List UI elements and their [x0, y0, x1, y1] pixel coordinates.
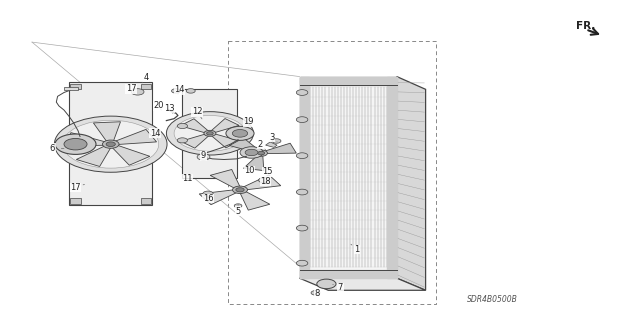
Text: 11: 11	[182, 174, 192, 183]
Bar	[70, 198, 81, 204]
Polygon shape	[243, 155, 264, 171]
Circle shape	[317, 279, 336, 289]
Circle shape	[177, 123, 188, 129]
Polygon shape	[182, 89, 237, 178]
Circle shape	[234, 204, 242, 208]
Bar	[141, 198, 151, 204]
Circle shape	[296, 189, 308, 195]
Circle shape	[174, 115, 246, 151]
Circle shape	[64, 138, 87, 150]
Polygon shape	[65, 133, 107, 146]
Circle shape	[55, 134, 96, 154]
Circle shape	[203, 191, 213, 196]
Text: 20: 20	[154, 101, 164, 110]
Circle shape	[255, 150, 268, 156]
Text: SDR4B0500B: SDR4B0500B	[467, 295, 518, 304]
Text: 10: 10	[244, 166, 255, 175]
Polygon shape	[180, 134, 209, 148]
Polygon shape	[180, 119, 209, 133]
Text: 7: 7	[338, 283, 343, 292]
Text: 9: 9	[201, 151, 206, 160]
Circle shape	[54, 116, 167, 172]
Text: 5: 5	[236, 207, 241, 216]
Text: 14: 14	[174, 85, 184, 94]
Circle shape	[296, 260, 308, 266]
Bar	[141, 84, 151, 89]
Polygon shape	[240, 191, 270, 210]
Polygon shape	[111, 145, 150, 165]
Text: 14: 14	[150, 129, 160, 138]
Bar	[70, 84, 81, 89]
Circle shape	[226, 126, 254, 140]
Circle shape	[177, 138, 188, 143]
Text: 4: 4	[143, 73, 148, 82]
Polygon shape	[397, 77, 426, 290]
Polygon shape	[300, 77, 397, 85]
Polygon shape	[264, 143, 296, 154]
Circle shape	[207, 132, 213, 135]
Polygon shape	[211, 134, 239, 148]
Text: FR.: FR.	[576, 21, 595, 31]
Circle shape	[296, 117, 308, 122]
Polygon shape	[115, 130, 157, 145]
Circle shape	[186, 89, 195, 93]
Circle shape	[106, 142, 115, 146]
Text: 15: 15	[262, 167, 273, 176]
Polygon shape	[300, 278, 426, 290]
Circle shape	[204, 130, 216, 136]
Text: 8: 8	[315, 289, 320, 298]
Polygon shape	[243, 175, 281, 190]
Circle shape	[296, 225, 308, 231]
Circle shape	[166, 112, 253, 155]
Circle shape	[236, 188, 244, 192]
Polygon shape	[229, 138, 260, 152]
Circle shape	[258, 152, 265, 155]
Polygon shape	[93, 122, 120, 142]
Circle shape	[63, 120, 159, 168]
Circle shape	[311, 291, 320, 295]
Polygon shape	[210, 169, 240, 188]
Bar	[64, 87, 78, 90]
Circle shape	[296, 90, 308, 95]
Text: 3: 3	[269, 133, 275, 142]
Circle shape	[131, 89, 144, 95]
Circle shape	[272, 139, 281, 143]
Circle shape	[102, 140, 119, 148]
Text: 17: 17	[70, 183, 81, 192]
Polygon shape	[387, 77, 397, 278]
Polygon shape	[266, 142, 277, 147]
Polygon shape	[300, 270, 397, 278]
Text: 2: 2	[258, 140, 263, 149]
Text: 16: 16	[203, 194, 213, 203]
Polygon shape	[61, 142, 76, 146]
Polygon shape	[211, 119, 239, 133]
Circle shape	[172, 89, 180, 93]
Circle shape	[245, 149, 258, 156]
Polygon shape	[199, 190, 237, 205]
Text: 12: 12	[192, 107, 202, 116]
Text: 1: 1	[355, 245, 360, 254]
Circle shape	[232, 186, 248, 194]
Text: 13: 13	[164, 104, 175, 113]
Circle shape	[232, 130, 248, 137]
Circle shape	[296, 153, 308, 159]
Polygon shape	[300, 77, 309, 278]
Text: 18: 18	[260, 177, 271, 186]
Polygon shape	[300, 77, 397, 278]
Text: 17: 17	[126, 84, 136, 93]
Polygon shape	[76, 145, 111, 167]
Polygon shape	[69, 82, 152, 205]
Circle shape	[240, 147, 263, 158]
Circle shape	[197, 154, 210, 160]
Text: 19: 19	[243, 117, 253, 126]
Circle shape	[259, 178, 269, 183]
Text: 6: 6	[50, 144, 55, 153]
